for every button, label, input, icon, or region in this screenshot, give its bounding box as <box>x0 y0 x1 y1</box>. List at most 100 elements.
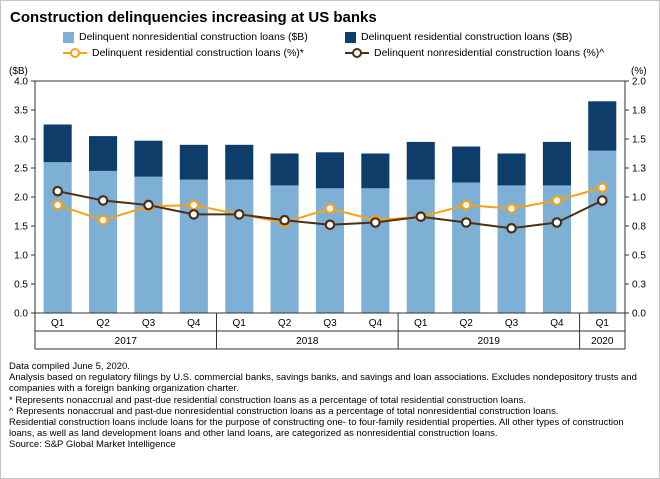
quarter-label: Q2 <box>278 318 292 329</box>
legend-item-nonres-bars: Delinquent nonresidential construction l… <box>63 31 345 43</box>
quarter-label: Q3 <box>505 318 519 329</box>
right-tick-label: 0.3 <box>632 280 646 291</box>
quarter-label: Q4 <box>550 318 564 329</box>
year-label: 2019 <box>478 336 501 347</box>
bar-segment-residential <box>588 101 617 151</box>
left-tick-label: 0.5 <box>14 280 28 291</box>
legend-label: Delinquent residential construction loan… <box>361 31 573 43</box>
bar-segment-nonresidential <box>270 185 299 313</box>
line-marker <box>551 195 563 206</box>
line-marker <box>52 185 63 197</box>
page-title: Construction delinquencies increasing at… <box>10 9 377 26</box>
line-marker <box>52 199 63 211</box>
bar-segment-residential <box>134 140 163 177</box>
line-marker-orange-icon <box>63 47 87 59</box>
quarter-label: Q3 <box>323 318 337 329</box>
quarter-label: Q1 <box>51 318 65 329</box>
bar-segment-residential <box>452 146 481 183</box>
bar-segment-nonresidential <box>542 185 571 313</box>
quarter-label: Q1 <box>414 318 428 329</box>
left-tick-label: 1.5 <box>14 222 28 233</box>
bar-segment-residential <box>542 141 571 186</box>
right-tick-label: 1.3 <box>632 164 646 175</box>
left-tick-label: 3.5 <box>14 106 28 117</box>
line-marker <box>506 203 517 214</box>
left-tick-label: 3.0 <box>14 135 28 146</box>
left-tick-label: 1.0 <box>14 251 28 262</box>
footer-line: Residential construction loans include l… <box>9 417 624 440</box>
bar-segment-nonresidential <box>134 176 163 313</box>
footer-line: Data compiled June 5, 2020. <box>9 361 130 372</box>
quarter-label: Q4 <box>369 318 383 329</box>
bar-segment-residential <box>225 144 254 180</box>
bar-segment-residential <box>179 144 208 180</box>
legend-row-lines: Delinquent residential construction loan… <box>63 47 659 59</box>
line-marker <box>324 203 336 214</box>
line-marker <box>596 182 608 193</box>
chart-area: ($B) (%) 4.0 2.0 3.5 1.8 3.0 1.5 2.5 1.3 2.0 1.0 1.5… <box>1 63 659 357</box>
bar-swatch-darkblue-icon <box>345 31 356 43</box>
bar-segment-nonresidential <box>406 179 435 313</box>
line-marker <box>279 214 290 226</box>
line-marker <box>233 209 245 220</box>
left-tick-label: 4.0 <box>14 77 28 88</box>
line-marker <box>506 223 517 234</box>
line-marker <box>596 195 608 206</box>
bar-segment-nonresidential <box>588 150 617 313</box>
line-marker <box>370 217 381 228</box>
bar-segment-residential <box>406 141 435 180</box>
bar-segment-nonresidential <box>89 170 118 313</box>
bar-segment-nonresidential <box>43 162 72 313</box>
line-marker <box>324 219 336 231</box>
line-marker <box>460 199 472 211</box>
bar-segment-residential <box>361 153 390 189</box>
bar-segment-residential <box>43 124 72 163</box>
legend-item-res-line: Delinquent residential construction loan… <box>63 47 345 59</box>
right-tick-label: 0.8 <box>632 222 646 233</box>
left-axis-unit: ($B) <box>9 66 28 77</box>
year-label: 2020 <box>591 336 614 347</box>
legend-label: Delinquent nonresidential construction l… <box>374 47 605 59</box>
line-marker <box>143 199 154 211</box>
bar-segment-residential <box>497 153 526 186</box>
line-marker <box>551 217 563 228</box>
quarter-label: Q1 <box>233 318 247 329</box>
bar-segment-nonresidential <box>179 179 208 313</box>
right-tick-label: 0.5 <box>632 251 646 262</box>
year-label: 2017 <box>115 336 138 347</box>
footer-line: * Represents nonaccrual and past-due res… <box>9 394 527 406</box>
legend-label: Delinquent nonresidential construction l… <box>79 31 308 43</box>
bar-segment-residential <box>89 136 118 171</box>
line-marker <box>97 195 109 206</box>
bar-segment-residential <box>315 152 344 189</box>
footer-notes: Data compiled June 5, 2020. Analysis bas… <box>1 357 659 451</box>
line-marker <box>188 199 200 211</box>
bar-segment-nonresidential <box>361 188 390 313</box>
legend-row-bars: Delinquent nonresidential construction l… <box>63 31 659 43</box>
line-marker <box>460 217 472 228</box>
combo-chart: ($B) (%) 4.0 2.0 3.5 1.8 3.0 1.5 2.5 1.3 2.0 1.0 1.5… <box>9 66 647 350</box>
left-tick-label: 2.0 <box>14 193 28 204</box>
line-marker-brown-icon <box>345 47 369 59</box>
bar-segment-nonresidential <box>225 179 254 313</box>
line-marker <box>415 211 427 222</box>
footer-line: Analysis based on regulatory filings by … <box>9 372 637 395</box>
bar-segment-residential <box>270 153 299 186</box>
legend: Delinquent nonresidential construction l… <box>1 29 659 63</box>
legend-item-res-bars: Delinquent residential construction loan… <box>345 31 572 43</box>
quarter-label: Q2 <box>460 318 474 329</box>
quarter-label: Q1 <box>596 318 610 329</box>
quarter-label: Q4 <box>187 318 201 329</box>
legend-label: Delinquent residential construction loan… <box>92 47 304 59</box>
line-marker <box>97 214 109 226</box>
right-tick-label: 1.8 <box>632 106 646 117</box>
year-label: 2018 <box>296 336 319 347</box>
right-tick-label: 2.0 <box>632 77 646 88</box>
right-tick-label: 1.5 <box>632 135 646 146</box>
footer-source: Source: S&P Global Market Intelligence <box>9 439 176 451</box>
quarter-label: Q2 <box>96 318 110 329</box>
right-tick-label: 0.0 <box>632 309 646 320</box>
line-marker <box>188 209 200 220</box>
legend-item-nonres-line: Delinquent nonresidential construction l… <box>345 47 604 59</box>
